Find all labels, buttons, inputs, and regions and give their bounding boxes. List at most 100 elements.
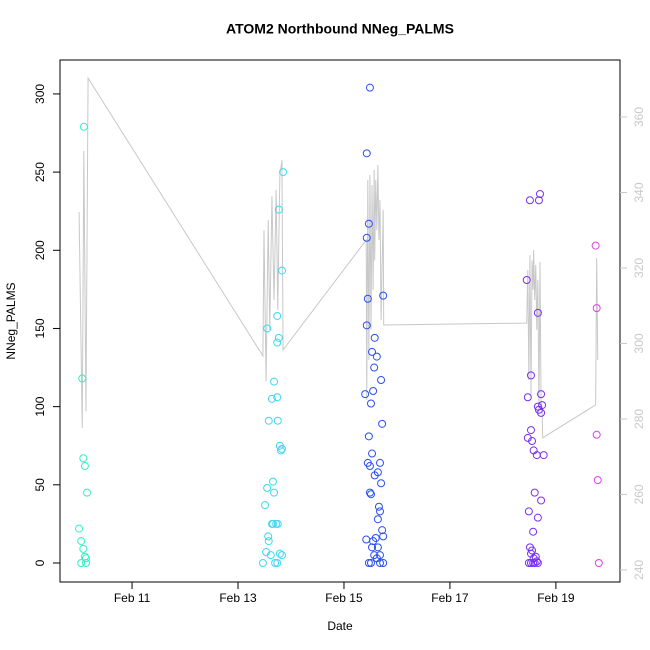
point [80, 552, 89, 561]
line [78, 76, 599, 439]
point [77, 537, 86, 546]
y2-tick-label: 320 [632, 258, 646, 278]
point [369, 386, 378, 395]
point [274, 333, 283, 342]
point [261, 501, 270, 510]
point [366, 558, 375, 567]
point [258, 558, 267, 567]
point [591, 241, 600, 250]
y-tick-label: 0 [33, 559, 47, 566]
point [362, 149, 371, 158]
point [81, 554, 90, 563]
y-tick-label: 100 [33, 396, 47, 416]
point [530, 558, 539, 567]
point [377, 376, 386, 385]
y2-tick-label: 360 [632, 107, 646, 127]
point [79, 544, 88, 553]
point [276, 446, 285, 455]
point [534, 196, 543, 205]
point [277, 266, 286, 275]
point [277, 444, 286, 453]
point [366, 490, 375, 499]
x-tick-label: Feb 19 [537, 591, 575, 605]
point [539, 451, 548, 460]
point [377, 479, 386, 488]
point [365, 488, 374, 497]
point [270, 377, 279, 386]
point [525, 196, 534, 205]
point [526, 426, 535, 435]
point [77, 558, 86, 567]
point [363, 294, 372, 303]
point [362, 233, 371, 242]
point [528, 437, 537, 446]
point [536, 189, 544, 198]
y2-tick-label: 300 [632, 333, 646, 353]
point [592, 430, 601, 439]
point [379, 558, 388, 567]
point [379, 532, 388, 541]
point [524, 558, 533, 567]
point [376, 558, 384, 567]
point [373, 515, 382, 524]
point [267, 394, 276, 403]
y-tick-label: 300 [33, 84, 47, 104]
point [523, 393, 532, 402]
point [529, 527, 538, 536]
chart-title: ATOM2 Northbound NNeg_PALMS [226, 21, 454, 37]
point [267, 519, 276, 528]
point [376, 458, 384, 467]
point [263, 324, 272, 333]
point [275, 549, 284, 558]
point [273, 338, 282, 347]
point [593, 476, 602, 485]
point [594, 558, 603, 567]
point [271, 558, 280, 567]
x-axis-label: Date [327, 619, 353, 633]
point [370, 471, 379, 480]
point [273, 558, 282, 567]
point [533, 308, 542, 317]
point [264, 532, 273, 541]
point [266, 551, 275, 560]
y2-tick-label: 280 [632, 409, 646, 429]
x-tick-label: Feb 17 [431, 591, 469, 605]
point [364, 558, 373, 567]
point [80, 462, 89, 471]
point [81, 558, 90, 567]
point [368, 543, 377, 552]
plot-frame [59, 59, 621, 583]
point [263, 483, 272, 492]
point [277, 551, 286, 560]
point [378, 419, 387, 428]
point [79, 454, 88, 463]
point [279, 168, 288, 177]
point [373, 543, 382, 552]
point [532, 557, 541, 566]
point [379, 291, 388, 300]
point [537, 496, 546, 505]
y-axis-label: NNeg_PALMS [4, 282, 18, 359]
point [524, 507, 533, 516]
point [372, 352, 381, 361]
point [376, 507, 384, 516]
point [368, 449, 377, 458]
y2-tick-label: 240 [632, 560, 646, 580]
point [378, 526, 387, 535]
point [270, 488, 279, 497]
y-tick-label: 250 [33, 162, 47, 182]
point [364, 432, 373, 441]
point [362, 321, 371, 330]
point [361, 390, 370, 399]
x-tick-label: Feb 13 [219, 591, 257, 605]
y-tick-label: 50 [33, 478, 47, 492]
point [592, 304, 601, 313]
y2-tick-label: 260 [632, 484, 646, 504]
point [273, 519, 282, 528]
point [273, 311, 282, 320]
point [264, 416, 273, 425]
y-tick-label: 200 [33, 240, 47, 260]
x-tick-label: Feb 11 [114, 591, 151, 605]
point [530, 488, 539, 497]
y2-tick-label: 340 [632, 182, 646, 202]
